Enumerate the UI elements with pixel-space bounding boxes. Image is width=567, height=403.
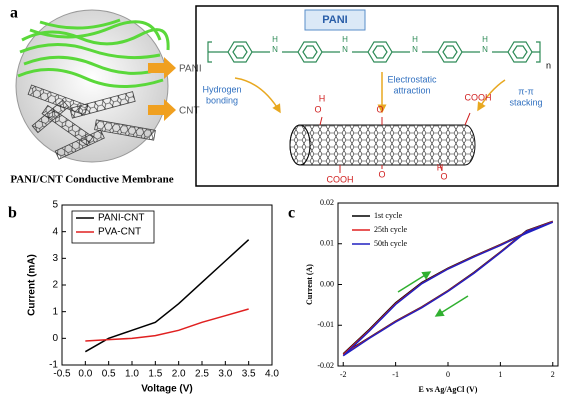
- y-tick-label: 3: [52, 253, 58, 264]
- panel-label: c: [288, 205, 295, 222]
- cnt-structure: [289, 112, 476, 173]
- x-tick-label: 1.0: [125, 369, 139, 380]
- y-tick-label: 2: [52, 280, 58, 291]
- caption: PANI/CNT Conductive Membrane: [10, 174, 173, 186]
- title-box: [304, 9, 366, 31]
- y-tick-label: 4: [52, 226, 58, 237]
- y-tick-label: -0.02: [317, 361, 334, 370]
- amine-h: H: [342, 35, 348, 44]
- repeat: n: [546, 60, 551, 70]
- functional-group: H: [437, 162, 444, 172]
- pani-label: PANI: [179, 64, 202, 75]
- panel-label: a: [10, 5, 18, 22]
- amine-h: H: [272, 35, 278, 44]
- legend-label: 1st cycle: [374, 211, 403, 220]
- panel-label: b: [8, 205, 17, 222]
- pani-chain: [207, 41, 541, 63]
- chart: b -0.5 0.0 0.5 1.0 1.5 2.0 2.5 3.0 3.5 4.0 -1 0 1 2 3 4 5…: [8, 200, 279, 395]
- x-axis-label: Voltage (V): [141, 384, 192, 395]
- cnt-tubes: [27, 84, 156, 160]
- x-tick-label: -0.5: [53, 369, 71, 380]
- legend-label: 50th cycle: [374, 239, 408, 248]
- x-tick-label: 2: [551, 370, 555, 379]
- amine-h: H: [482, 35, 488, 44]
- x-axis-label: E vs Ag/AgCl (V): [419, 385, 478, 394]
- series-line: [342, 221, 554, 357]
- functional-group: COOH: [465, 92, 492, 102]
- sweep-arrow: [434, 295, 469, 317]
- chart: c -2 -1 0 1 2 -0.02 -0.01 0.00 0.01 0.02 E vs Ag/Ag…: [288, 198, 559, 394]
- arrow: [148, 57, 176, 79]
- sweep-arrow: [397, 271, 432, 293]
- pani-fibers: [17, 18, 170, 88]
- interaction-arrows: [234, 72, 506, 114]
- legend-label: PANI-CNT: [98, 213, 144, 224]
- amine-n: N: [342, 45, 348, 54]
- x-tick-label: 3.5: [242, 369, 256, 380]
- y-tick-label: 5: [52, 200, 58, 211]
- functional-group: COOH: [327, 174, 354, 184]
- functional-group: O: [378, 169, 385, 179]
- x-tick-label: 0.0: [78, 369, 92, 380]
- x-tick-label: 2.0: [172, 369, 186, 380]
- x-tick-label: 1: [498, 370, 502, 379]
- y-tick-label: 1: [52, 306, 58, 317]
- y-tick-label: 0.01: [320, 239, 334, 248]
- y-axis-label: Current (A): [305, 264, 314, 305]
- interaction-label: attraction: [393, 85, 430, 95]
- x-tick-label: 2.5: [195, 369, 209, 380]
- interaction-label: stacking: [509, 97, 542, 107]
- x-tick-label: -2: [340, 370, 347, 379]
- y-tick-label: 0.00: [320, 279, 334, 288]
- y-tick-label: 0.02: [320, 198, 334, 207]
- x-tick-label: 0.5: [102, 369, 116, 380]
- y-tick-label: -1: [49, 360, 58, 371]
- x-tick-label: 4.0: [265, 369, 279, 380]
- cnt-label: CNT: [179, 106, 200, 117]
- interaction-label: π-π: [518, 86, 533, 96]
- legend-box: [71, 210, 155, 244]
- membrane-circle: [15, 9, 169, 163]
- y-tick-label: 0: [52, 333, 58, 344]
- y-tick-label: -0.01: [317, 320, 334, 329]
- interaction-label: Electrostatic: [387, 74, 437, 84]
- legend-label: PVA-CNT: [98, 227, 141, 238]
- structure-box: [195, 5, 559, 187]
- x-tick-label: 1.5: [148, 369, 162, 380]
- series-line: [85, 308, 249, 342]
- functional-group: O: [314, 104, 321, 114]
- amine-n: N: [272, 45, 278, 54]
- legend-label: 25th cycle: [374, 225, 408, 234]
- x-tick-label: 3.0: [218, 369, 232, 380]
- amine-n: N: [412, 45, 418, 54]
- functional-group: O: [376, 104, 383, 114]
- pani-title: PANI: [322, 14, 347, 26]
- amine-n: N: [482, 45, 488, 54]
- y-axis-label: Current (mA): [27, 254, 38, 316]
- functional-group: H: [319, 93, 326, 103]
- functional-group: O: [440, 171, 447, 181]
- arrow: [148, 99, 176, 121]
- x-tick-label: 0: [446, 370, 450, 379]
- plot-frame: [337, 202, 559, 367]
- interaction-label: Hydrogen: [202, 84, 241, 94]
- panel-a: a PANI CNT PANI/CNT Conductive Membrane …: [10, 5, 559, 187]
- amine-h: H: [412, 35, 418, 44]
- x-tick-label: -1: [392, 370, 399, 379]
- series-line: [84, 239, 250, 353]
- interaction-label: bonding: [206, 95, 238, 105]
